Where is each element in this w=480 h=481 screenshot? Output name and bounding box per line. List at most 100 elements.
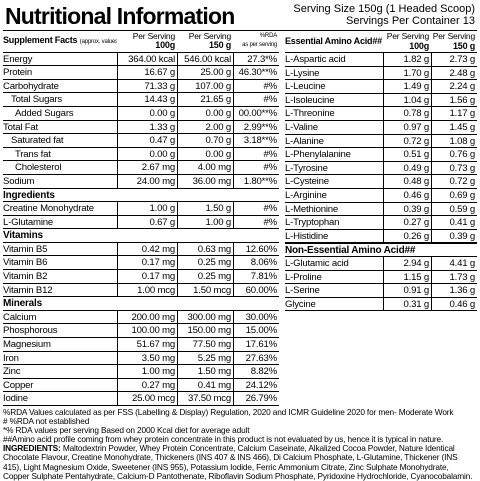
ingredients: INGREDIENTS: Maltodextrin Powder, Whey P… — [3, 444, 477, 480]
nutrient-name: L-Leucine — [285, 81, 326, 93]
table-row: L-Arginine 0.46 g 0.69 g — [285, 188, 477, 203]
nutrient-value: 3.50 mg — [117, 351, 177, 365]
column-header-top: Per Serving — [432, 31, 475, 41]
table-row: Zinc 1.00 mg 1.50 mg 8.82% — [3, 365, 279, 379]
nutrient-value: 0.51 g — [383, 148, 431, 161]
table-row: L-Alanine 0.72 g 1.08 g — [285, 134, 477, 149]
nutrient-value: 0.17 mg — [117, 270, 177, 283]
table-row: Energy 364.00 kcal 546.00 kcal 27.3*% — [3, 52, 279, 67]
section-title: Vitamins — [3, 230, 43, 242]
nutrient-value: 0.63 mg — [177, 242, 233, 256]
nutrient-value: 14.43 g — [117, 93, 177, 106]
nutrient-value: 0.25 mg — [177, 270, 233, 283]
nutrient-value: 0.39 g — [383, 202, 431, 216]
nutrient-value: 1.56 g — [431, 93, 477, 107]
table-row: Cholesterol 2.67 mg 4.00 mg #% — [3, 161, 279, 175]
nutrient-value: 7.81% — [233, 270, 279, 283]
nutrient-name: L-Proline — [285, 271, 322, 283]
column-header-top: %RDA — [259, 32, 277, 39]
section-title: Ingredients — [3, 189, 55, 201]
label: Nutritional Information Serving Size 150… — [3, 3, 477, 480]
table-row: Iodine 25.00 mcg 37.50 mcg 26.79% — [3, 392, 279, 406]
nutrient-value: 0.72 g — [431, 175, 477, 188]
nutrient-value: 0.97 g — [383, 120, 431, 134]
nutrient-value: 4.41 g — [431, 256, 477, 270]
column-header: Per Serving 100g — [117, 31, 177, 51]
header-title-cell: Supplement Facts (approx. values) — [3, 36, 117, 48]
column-header-bottom: 100g — [409, 40, 429, 51]
nutrient-name: L-Isoleucine — [285, 94, 335, 106]
nutrient-name: L-Methionine — [285, 203, 339, 215]
nutrient-value: 0.59 g — [431, 202, 477, 216]
table-title: Essential Amino Acid## — [285, 36, 382, 46]
nutrient-value: 26.79% — [233, 392, 279, 405]
nutrient-name: L-Serine — [285, 285, 320, 297]
nutrient-value: 00.00**% — [233, 106, 279, 120]
table-row: L-Glutamic acid 2.94 g 4.41 g — [285, 256, 477, 271]
nutrient-value: 1.00 g — [117, 202, 177, 215]
nutrient-value: 1.45 g — [431, 120, 477, 134]
nutrient-value: 2.73 g — [431, 53, 477, 66]
footnote: ##Amino acid profile coming from whey pr… — [3, 434, 444, 445]
nutrient-value: 0.00 g — [177, 106, 233, 120]
nutrient-value: 24.12% — [233, 378, 279, 392]
section-row: Ingredients — [3, 189, 279, 203]
nutrient-value: 8.06% — [233, 256, 279, 270]
nutrient-value: 200.00 mg — [117, 310, 177, 324]
nutrient-value: 8.82% — [233, 365, 279, 378]
nutrient-value: 0.31 g — [383, 297, 431, 311]
table-row: Trans fat 0.00 g 0.00 g #% — [3, 147, 279, 162]
nutrient-value: 300.00 mg — [177, 310, 233, 324]
nutrient-value: 1.80**% — [233, 174, 279, 188]
nutrient-name: Iron — [3, 352, 19, 364]
nutrient-name: Creatine Monohydrate — [3, 203, 94, 215]
table-row: L-Threonine 0.78 g 1.17 g — [285, 107, 477, 121]
table-row: Added Sugars 0.00 g 0.00 g 00.00**% — [3, 106, 279, 121]
nutrient-value: #% — [233, 202, 279, 215]
footnote: # %RDA not established — [3, 416, 90, 427]
table-title: Supplement Facts — [3, 35, 78, 45]
nutrient-value: 1.04 g — [383, 93, 431, 107]
nutrient-name: Saturated fat — [11, 135, 64, 147]
nutrient-name: Total Fat — [3, 121, 38, 133]
column-header: Per Serving 150 g — [431, 31, 477, 51]
nutrient-value: #% — [233, 79, 279, 93]
nutrient-name: Added Sugars — [15, 107, 74, 119]
nutrient-value: 1.82 g — [383, 53, 431, 66]
nutrient-value: 0.41 g — [431, 216, 477, 229]
nutrient-name: Calcium — [3, 311, 37, 323]
nutrient-value: 2.99**% — [233, 120, 279, 134]
table-row: L-Proline 1.15 g 1.73 g — [285, 270, 477, 285]
table-row: L-Leucine 1.49 g 2.24 g — [285, 80, 477, 94]
section-row: Vitamins — [3, 229, 279, 243]
serving-info: Serving Size 150g (1 Headed Scoop) Servi… — [293, 3, 475, 27]
header-title-cell: Essential Amino Acid## — [285, 37, 383, 47]
nutrient-name: L-Arginine — [285, 189, 327, 201]
nutrient-value: 1.08 g — [431, 134, 477, 148]
nutrient-name: Zinc — [3, 366, 21, 378]
column-header-bottom: 150 g — [208, 40, 231, 51]
nutrient-value: 0.49 g — [383, 161, 431, 175]
nutrient-value: 0.47 g — [117, 134, 177, 147]
nutrient-value: 0.39 g — [431, 229, 477, 243]
nutrient-value: 0.76 g — [431, 148, 477, 161]
table-row: L-Glutamine 0.67 g 1.00 g #% — [3, 215, 279, 230]
nutrient-value: #% — [233, 93, 279, 106]
supplement-table: Supplement Facts (approx. values) Per Ser… — [3, 31, 279, 406]
nutrient-name: Vitamin B6 — [3, 257, 48, 269]
column-header-bottom: 100g — [155, 40, 175, 51]
nutrient-name: L-Alanine — [285, 135, 324, 147]
nutrient-value: 37.50 mcg — [177, 392, 233, 405]
nutrient-value: 1.50 mg — [177, 365, 233, 378]
table-row: L-Serine 0.91 g 1.36 g — [285, 284, 477, 298]
nutrient-value: 0.70 g — [177, 134, 233, 147]
table-row: Vitamin B5 0.42 mg 0.63 mg 12.60% — [3, 242, 279, 257]
nutrient-value: #% — [233, 215, 279, 229]
nutrient-value: 15.00% — [233, 324, 279, 338]
nutrient-value: 0.73 g — [431, 161, 477, 175]
nutrient-value: 1.17 g — [431, 107, 477, 120]
nutrient-name: Total Sugars — [11, 94, 62, 106]
nutrient-name: Vitamin B2 — [3, 271, 48, 283]
nutrient-value: 25.00 g — [177, 66, 233, 79]
nutrient-value: 0.17 mg — [117, 256, 177, 270]
